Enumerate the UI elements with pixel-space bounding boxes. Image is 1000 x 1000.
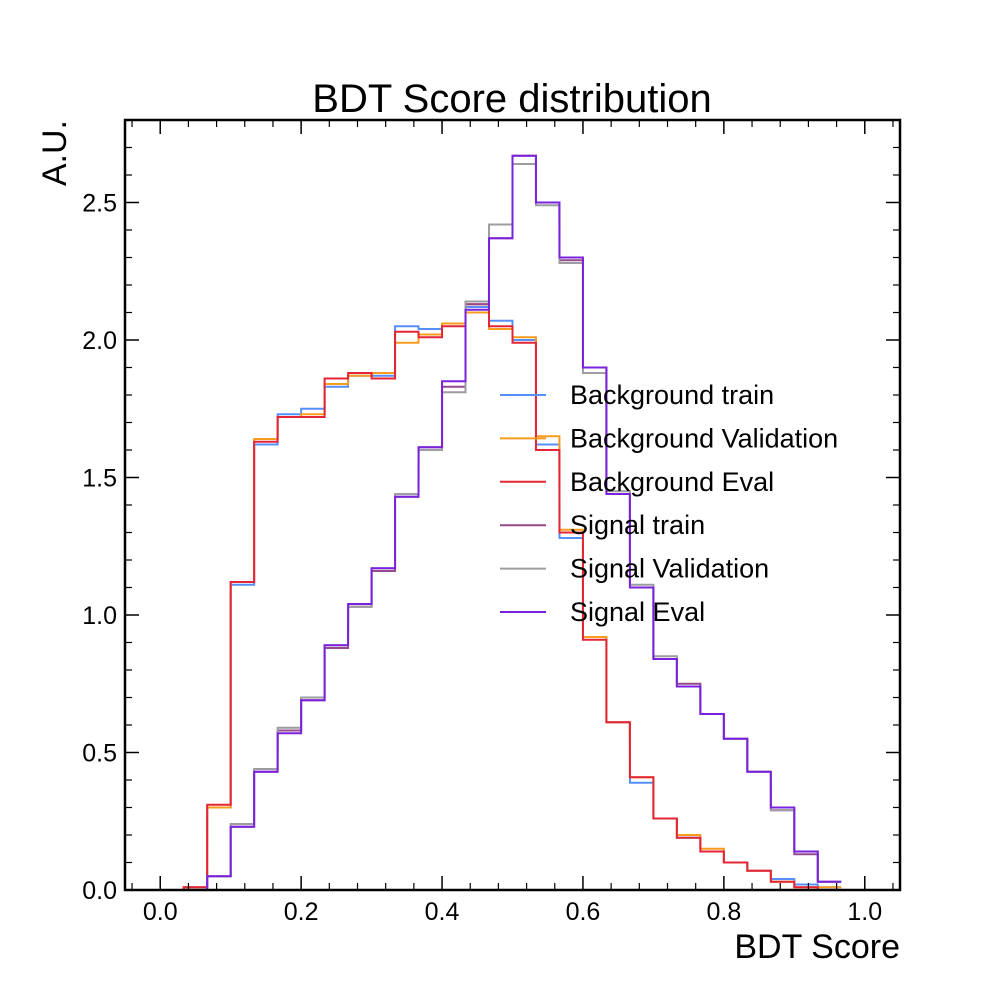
y-axis-label: A.U. — [36, 120, 74, 186]
legend-label-3: Background Eval — [570, 467, 774, 497]
y-tick-label: 1.0 — [82, 602, 117, 630]
y-tick-label: 0.5 — [82, 740, 117, 768]
x-tick-label: 0.6 — [566, 898, 601, 926]
legend-label-1: Background train — [570, 380, 774, 410]
legend-label-2: Background Validation — [570, 423, 838, 453]
x-tick-label: 1.0 — [847, 898, 882, 926]
x-tick-label: 0.2 — [284, 898, 319, 926]
x-tick-label: 0.4 — [425, 898, 460, 926]
legend-label-6: Signal Eval — [570, 597, 705, 627]
x-axis-label: BDT Score — [734, 928, 900, 966]
series-line-5 — [160, 163, 842, 891]
chart-title: BDT Score distribution — [312, 77, 711, 121]
y-tick-label: 2.5 — [82, 190, 117, 218]
y-axis: 0.0 0.5 1.0 1.5 2.0 2.5 — [82, 146, 900, 905]
legend: Background train Background Validation Bac… — [500, 380, 838, 627]
y-tick-label: 0.0 — [82, 877, 117, 905]
series-line-3 — [160, 303, 842, 891]
y-tick-label: 2.0 — [82, 327, 117, 355]
x-axis: 0.0 0.2 0.4 0.6 0.8 1.0 — [131, 120, 894, 926]
series-line-6 — [160, 154, 842, 891]
legend-label-4: Signal train — [570, 510, 705, 540]
series-line-4 — [160, 154, 842, 891]
x-tick-label: 0.0 — [143, 898, 178, 926]
plot-area — [160, 154, 842, 891]
y-tick-label: 1.5 — [82, 465, 117, 493]
legend-label-5: Signal Validation — [570, 554, 769, 584]
x-tick-label: 0.8 — [706, 898, 741, 926]
